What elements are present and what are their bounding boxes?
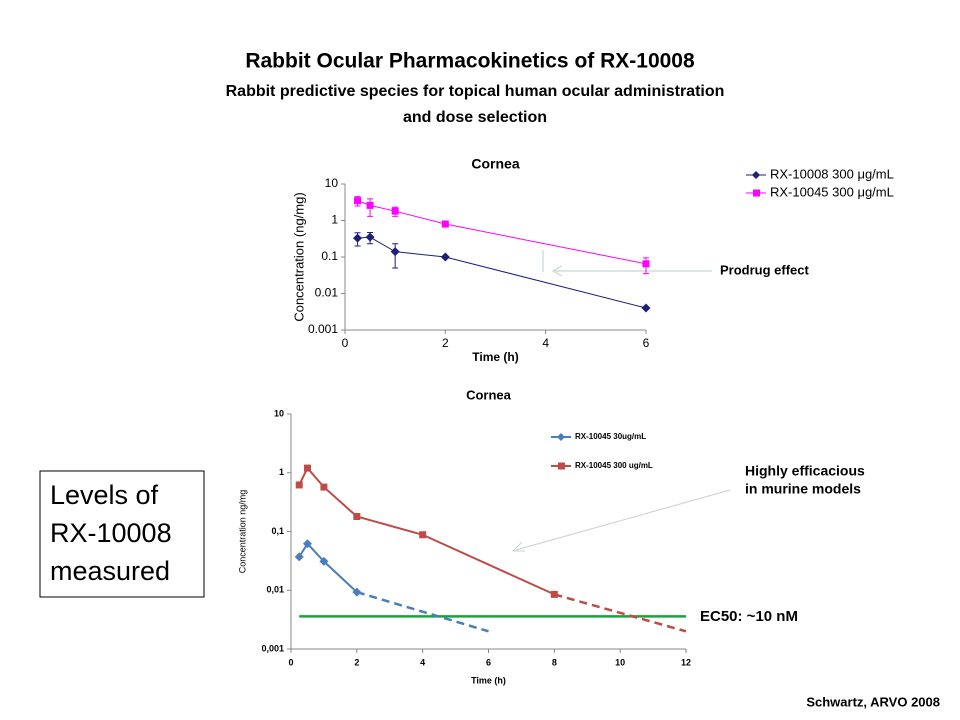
marker	[302, 539, 312, 549]
legend-marker	[752, 171, 760, 179]
extrapolation-line	[553, 593, 687, 633]
y-tick-label: 1	[279, 467, 284, 477]
y-tick-label: 10	[274, 408, 284, 418]
marker	[353, 233, 363, 243]
x-tick-label: 6	[486, 657, 491, 667]
marker	[320, 483, 328, 491]
slide-title: Rabbit Ocular Pharmacokinetics of RX-100…	[245, 50, 695, 73]
x-tick-label: 8	[552, 657, 557, 667]
y-tick-label: 0,001	[261, 643, 284, 653]
x-tick-label: 2	[354, 657, 359, 667]
series-line	[298, 542, 358, 593]
note-text: measured	[50, 556, 170, 586]
legend-label: RX-10045 300 ug/mL	[575, 461, 653, 470]
marker	[365, 232, 375, 242]
slide-subtitle: and dose selection	[403, 109, 547, 126]
y-tick-label: 0.1	[321, 249, 338, 263]
marker	[294, 552, 304, 562]
series-line	[357, 200, 647, 265]
legend-label: RX-10045 300 μg/mL	[770, 184, 894, 199]
arrow	[515, 489, 731, 551]
x-tick-label: 0	[342, 336, 349, 350]
x-tick-label: 6	[643, 336, 650, 350]
marker	[641, 303, 651, 313]
x-tick-label: 0	[288, 657, 293, 667]
marker	[391, 207, 399, 215]
y-tick-label: 0,1	[271, 526, 284, 536]
legend-marker	[753, 189, 760, 197]
legend-label: RX-10008 300 μg/mL	[770, 166, 894, 181]
y-tick-label: 0.001	[308, 322, 338, 336]
marker	[390, 247, 400, 257]
marker	[303, 464, 311, 472]
x-tick-label: 12	[681, 657, 691, 667]
marker	[419, 531, 427, 539]
chart-title: Cornea	[471, 156, 519, 172]
slide-subtitle: Rabbit predictive species for topical hu…	[226, 83, 725, 100]
annotation: in murine models	[745, 481, 861, 497]
annotation: Prodrug effect	[720, 262, 810, 277]
arrow-head	[551, 265, 563, 277]
y-axis-label: Concentration ng/mg	[237, 490, 247, 574]
marker	[353, 513, 361, 521]
y-tick-label: 1	[331, 213, 338, 227]
marker	[550, 590, 558, 598]
series-line	[357, 236, 647, 309]
series-line	[298, 466, 555, 596]
marker	[295, 481, 303, 489]
y-tick-label: 0.01	[315, 286, 339, 300]
x-axis-label: Time (h)	[471, 675, 506, 685]
y-tick-label: 10	[325, 176, 339, 190]
note-text: RX-10008	[50, 518, 172, 548]
arrow-head	[511, 541, 525, 552]
x-axis-label: Time (h)	[472, 350, 518, 364]
marker	[352, 587, 362, 597]
legend-marker	[558, 462, 565, 470]
x-tick-label: 4	[542, 336, 549, 350]
marker	[366, 201, 374, 209]
y-tick-label: 0,01	[266, 585, 284, 595]
note-box	[39, 470, 205, 598]
marker	[441, 220, 449, 228]
x-tick-label: 2	[442, 336, 449, 350]
chart-title: Cornea	[466, 387, 512, 402]
x-tick-label: 4	[420, 657, 425, 667]
legend-label: RX-10045 30ug/mL	[575, 432, 646, 441]
annotation: Highly efficacious	[745, 463, 865, 479]
citation: Schwartz, ARVO 2008	[806, 694, 940, 709]
y-axis-label: Concentration (ng/mg)	[291, 192, 306, 321]
x-tick-label: 10	[615, 657, 625, 667]
marker	[319, 556, 329, 566]
legend-marker	[557, 433, 565, 441]
marker	[354, 197, 362, 205]
note-text: Levels of	[50, 480, 159, 510]
marker	[642, 260, 650, 268]
reference-label: EC50: ~10 nM	[700, 608, 798, 625]
extrapolation-line	[356, 590, 489, 633]
marker	[440, 252, 450, 262]
